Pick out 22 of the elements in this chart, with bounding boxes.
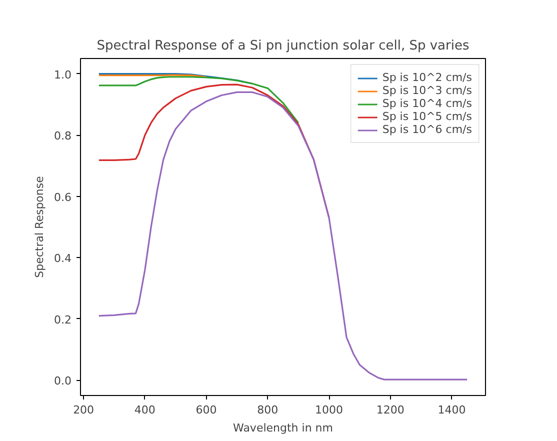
legend-label: Sp is 10^5 cm/s	[382, 110, 472, 123]
y-tick-label: 0.4	[54, 252, 72, 266]
x-tick-label: 200	[73, 404, 94, 416]
x-tick-label: 1400	[438, 404, 466, 416]
line-series	[98, 76, 300, 124]
legend-label: Sp is 10^2 cm/s	[382, 71, 472, 84]
x-axis-title: Wavelength in nm	[233, 422, 333, 434]
y-tick-label: 1.0	[54, 68, 72, 82]
y-tick-label: 0.2	[54, 313, 72, 326]
y-axis-title: Spectral Response	[33, 176, 46, 278]
x-tick-label: 1200	[376, 404, 404, 416]
y-tick-label: 0.0	[54, 374, 72, 388]
x-tick-label: 600	[196, 404, 217, 416]
legend-label: Sp is 10^6 cm/s	[382, 123, 472, 136]
legend-label: Sp is 10^3 cm/s	[382, 84, 472, 97]
legend-label: Sp is 10^4 cm/s	[382, 97, 472, 110]
x-tick-label: 800	[257, 404, 278, 416]
y-tick-label: 0.8	[54, 130, 72, 143]
chart-title: Spectral Response of a Si pn junction solar cell, Sp varies	[96, 38, 470, 54]
x-tick-label: 400	[134, 404, 156, 416]
y-tick-label: 0.6	[54, 190, 72, 204]
x-tick-label: 1000	[315, 404, 344, 416]
